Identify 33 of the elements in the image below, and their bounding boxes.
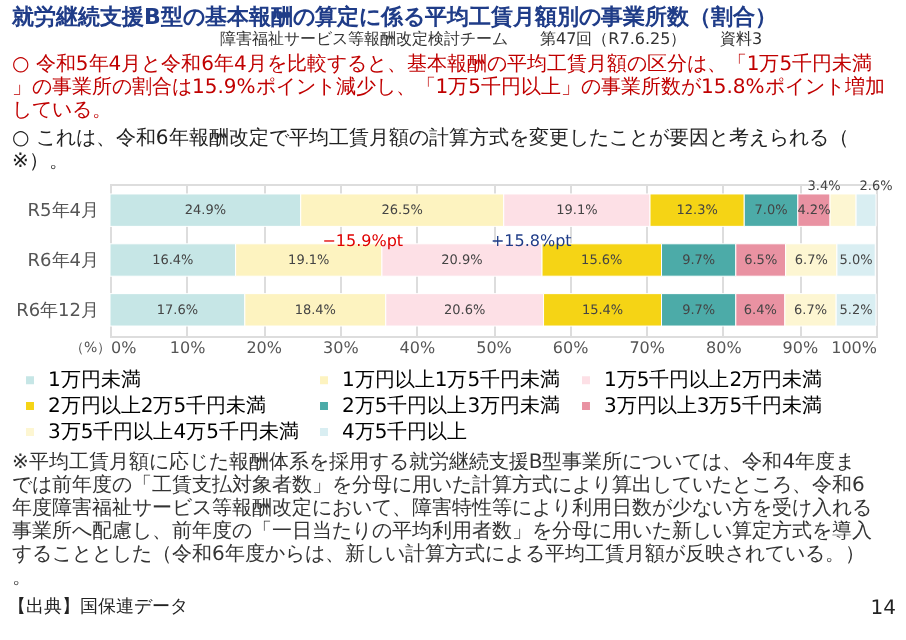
annotation: −15.9%pt [322, 232, 404, 251]
x-tick-label: 30% [323, 339, 360, 357]
x-tick-label: 50% [476, 339, 513, 357]
y-tick-label: R5年4月 [27, 200, 99, 223]
legend-label: 3万円以上3万5千円未満 [604, 394, 823, 418]
x-tick-label: 0% [111, 339, 138, 357]
annotation: +15.8%pt [490, 232, 572, 251]
legend-label: 1万5千円以上2万円未満 [604, 368, 823, 393]
legend-label: 2万円以上2万5千円未満 [48, 394, 267, 418]
text: ○ これは、令和6年報酬改定で平均工賃月額の計算方式を変更したことが要因と考えられる（※）。 [12, 126, 849, 173]
text: 第47回（R7.6.25） [540, 30, 687, 48]
text: 14 [870, 598, 896, 620]
legend-label: 1万円未満 [48, 368, 141, 393]
x-tick-label: 100% [831, 339, 878, 357]
legend-label: 2万5千円以上3万円未満 [342, 394, 561, 418]
legend-label: 1万円以上1万5千円未満 [342, 368, 561, 393]
legend-label: 4万5千円以上 [342, 420, 468, 444]
text: ○ 令和5年4月と令和6年4月を比較すると、基本報酬の平均工賃月額の区分は、「1万5千円未満」の事業所の割合は15.9%ポイント減少し、「1万5千円以上」の事業所数が15.8%ポイント増加している。 [12, 52, 885, 122]
legend-label: 3万5千円以上4万5千円未満 [48, 420, 299, 444]
chart-title: 就労継続支援B型の基本報酬の算定に係る平均工賃月額別の事業所数（割合） [10, 4, 777, 30]
y-tick-label: R6年4月 [27, 250, 99, 272]
text: 資料3 [720, 30, 763, 48]
text: 【出典】国保連データ [8, 596, 188, 618]
text: 障害福祉サービス等報酬改定検討チーム [220, 30, 508, 48]
x-tick-label: 90% [782, 339, 819, 357]
x-tick-label: 20% [246, 339, 283, 357]
x-tick-label: 40% [399, 339, 436, 357]
x-tick-label: 60% [552, 339, 590, 357]
y-tick-label: R6年12月 [16, 299, 99, 322]
text: ※平均工賃月額に応じた報酬体系を採用する就労継続支援B型事業所については、令和4年度までは前年度の「工賃支払対象者数」を分母に用いた計算方式により算出していたところ、令和6年度障害福祉サービス等報酬改定において、障害特性等により利用日数が少ない方を受け入れる事業所へ配慮し、前年度の「一日当たりの平均利用者数」を分母に用いた新しい算定方式を導入することとした（令和6年度からは、新しい計算方式による平均工賃月額が反映されている。）。 [12, 450, 872, 589]
x-tick-label: 80% [706, 339, 743, 357]
x-tick-label: 70% [629, 339, 666, 357]
x-tick-label: 10% [169, 339, 207, 357]
